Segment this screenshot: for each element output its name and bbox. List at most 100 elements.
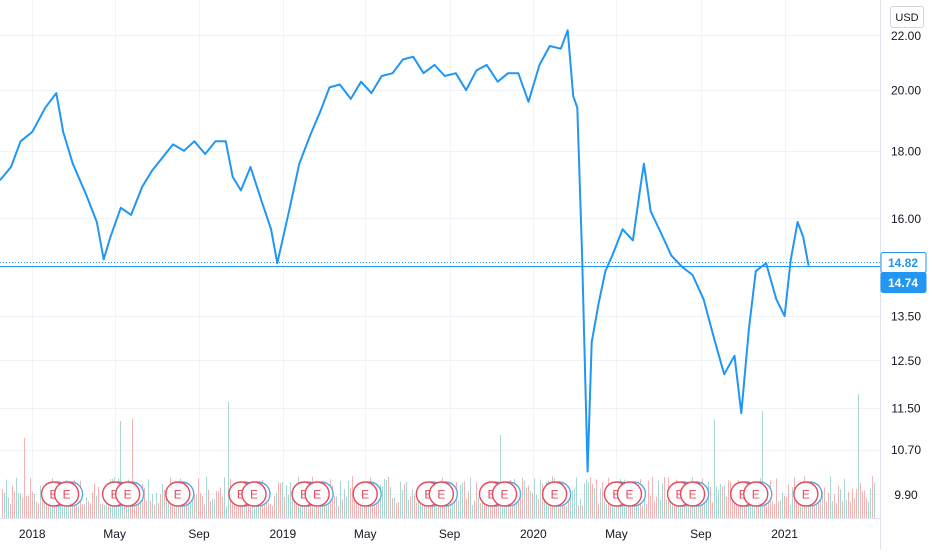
earnings-event-marker[interactable]: E bbox=[241, 481, 271, 507]
volume-bar bbox=[470, 477, 471, 518]
volume-bar bbox=[256, 495, 257, 518]
volume-bar bbox=[346, 497, 347, 518]
volume-bar bbox=[14, 491, 15, 518]
earnings-event-label: E bbox=[437, 488, 445, 502]
volume-bar bbox=[652, 476, 653, 518]
volume-bar bbox=[426, 503, 427, 518]
earnings-event-marker[interactable]: E bbox=[541, 481, 572, 507]
volume-bar bbox=[400, 481, 401, 518]
volume-bar bbox=[778, 501, 779, 518]
x-tick-label: 2021 bbox=[771, 527, 798, 541]
volume-bar bbox=[756, 504, 757, 518]
volume-bar bbox=[92, 491, 93, 518]
earnings-event-circle bbox=[743, 481, 769, 507]
volume-bar bbox=[634, 500, 635, 518]
volume-bar bbox=[216, 491, 217, 518]
earnings-event-circle bbox=[679, 481, 706, 507]
volume-bar bbox=[476, 482, 477, 518]
volume-bar bbox=[396, 503, 397, 518]
volume-bar bbox=[856, 488, 857, 518]
volume-bar bbox=[220, 487, 221, 518]
volume-bar bbox=[466, 498, 467, 518]
earnings-event-marker[interactable]: E bbox=[53, 481, 84, 507]
y-axis-ticks: 22.00 20.00 18.00 16.00 13.50 12.50 11.50 10.70… bbox=[891, 29, 921, 502]
volume-bar bbox=[42, 496, 43, 518]
earnings-event-marker[interactable]: E bbox=[304, 481, 334, 507]
volume-bar bbox=[402, 489, 403, 518]
earnings-event-marker[interactable]: E bbox=[428, 481, 459, 507]
volume-bar bbox=[594, 488, 595, 518]
volume-bar bbox=[156, 492, 157, 518]
volume-bar bbox=[460, 484, 461, 518]
volume-bar bbox=[284, 496, 285, 518]
volume-bar bbox=[100, 503, 101, 518]
volume-bar bbox=[642, 505, 643, 518]
earnings-event-label: E bbox=[237, 488, 245, 502]
earnings-event-circle bbox=[114, 481, 141, 507]
volume-bar bbox=[376, 504, 377, 518]
volume-bar bbox=[326, 496, 327, 518]
volume-bar bbox=[286, 485, 287, 518]
volume-bar bbox=[840, 489, 841, 518]
volume-bar bbox=[830, 476, 831, 518]
volume-bar bbox=[152, 493, 153, 518]
volume-bar bbox=[576, 477, 577, 518]
volume-bar bbox=[784, 495, 785, 518]
earnings-event-marker[interactable]: E bbox=[491, 481, 522, 507]
y-tick-label: 16.00 bbox=[891, 212, 921, 226]
volume-bar bbox=[590, 477, 591, 518]
volume-bar bbox=[786, 497, 787, 518]
y-tick-label: 10.70 bbox=[891, 443, 921, 457]
volume-bar bbox=[846, 499, 847, 518]
volume-bar bbox=[274, 496, 275, 518]
earnings-event-marker[interactable]: E bbox=[114, 481, 145, 507]
volume-bar bbox=[526, 487, 527, 518]
volume-bar bbox=[368, 503, 369, 518]
volume-bar bbox=[754, 501, 755, 518]
volume-bar bbox=[862, 491, 863, 518]
volume-bar bbox=[604, 501, 605, 518]
volume-bar bbox=[872, 476, 873, 518]
volume-bar bbox=[258, 498, 259, 518]
volume-bar bbox=[392, 498, 393, 518]
volume-bar bbox=[708, 482, 709, 518]
volume-bar bbox=[826, 502, 827, 518]
volume-bar bbox=[690, 502, 691, 518]
earnings-event-marker[interactable]: E bbox=[616, 481, 647, 507]
volume-bar bbox=[416, 502, 417, 518]
earnings-event-marker[interactable]: E bbox=[352, 481, 382, 507]
volume-bar bbox=[564, 505, 565, 518]
volume-bar bbox=[672, 491, 673, 518]
volume-bar bbox=[44, 492, 45, 518]
volume-bar bbox=[394, 497, 395, 518]
volume-bar bbox=[408, 499, 409, 518]
earnings-event-circle bbox=[616, 481, 643, 507]
volume-bar bbox=[644, 488, 645, 518]
earnings-event-marker[interactable]: E bbox=[793, 481, 823, 507]
volume-bar bbox=[6, 479, 7, 518]
y-tick-label: 12.50 bbox=[891, 354, 921, 368]
volume-bar bbox=[140, 500, 141, 518]
volume-bar bbox=[194, 494, 195, 518]
volume-bar bbox=[282, 482, 283, 518]
volume-bar bbox=[750, 495, 751, 518]
volume-bar bbox=[88, 501, 89, 518]
volume-bar bbox=[404, 484, 405, 518]
volume-bar bbox=[600, 488, 601, 518]
volume-bar bbox=[228, 401, 229, 518]
volume-bar bbox=[8, 497, 9, 518]
volume-bar bbox=[538, 499, 539, 518]
earnings-event-marker[interactable]: E bbox=[743, 481, 773, 507]
volume-bar bbox=[788, 484, 789, 518]
volume-bar bbox=[522, 477, 523, 518]
currency-button[interactable]: USD bbox=[890, 6, 924, 28]
earnings-event-marker[interactable]: E bbox=[165, 481, 195, 507]
volume-bar bbox=[148, 479, 149, 518]
volume-bar bbox=[686, 494, 687, 518]
volume-bar bbox=[654, 501, 655, 518]
volume-bar bbox=[524, 481, 525, 518]
earnings-event-marker[interactable]: E bbox=[679, 481, 710, 507]
